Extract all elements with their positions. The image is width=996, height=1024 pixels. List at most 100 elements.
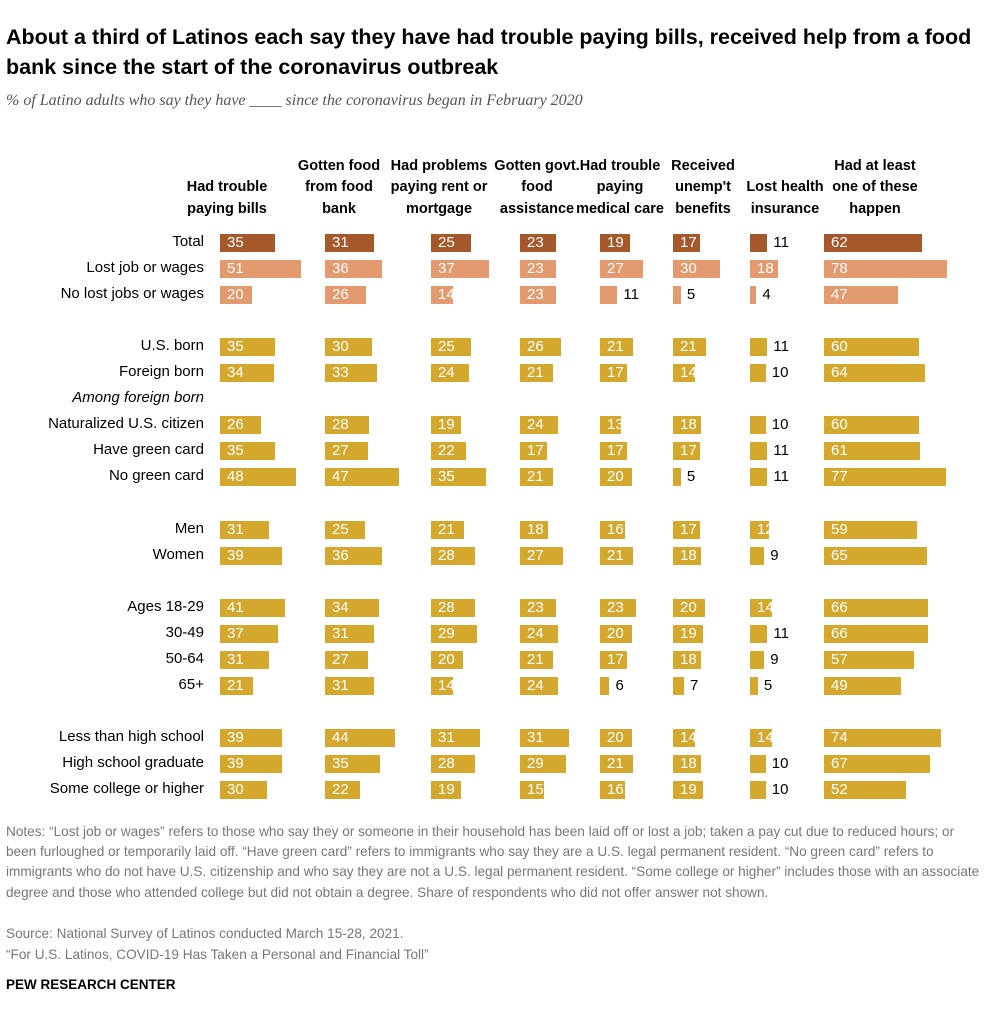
value-label: 52	[831, 781, 848, 799]
value-label: 11	[773, 234, 789, 251]
bar	[600, 598, 637, 617]
bar	[431, 286, 454, 305]
bar	[520, 676, 558, 695]
value-label: 31	[332, 676, 349, 694]
bar	[750, 624, 768, 643]
value-label: 62	[831, 234, 848, 251]
bar	[520, 598, 557, 617]
bar	[750, 676, 758, 695]
value-label: 66	[831, 624, 848, 642]
bar	[673, 650, 702, 669]
bar	[673, 755, 702, 773]
value-label: 60	[831, 338, 848, 356]
bar	[431, 338, 471, 357]
bar	[824, 338, 919, 357]
value-label: 29	[527, 755, 544, 772]
value-label: 60	[831, 416, 848, 434]
bar	[520, 260, 557, 279]
bar	[431, 676, 454, 695]
value-label: 33	[332, 364, 349, 382]
bar	[325, 676, 374, 695]
row-label: Have green card	[93, 441, 204, 459]
column-header: Lost health insurance	[746, 179, 824, 217]
bar	[325, 520, 365, 539]
bar	[824, 546, 927, 565]
value-label: 20	[607, 728, 624, 746]
bar	[824, 624, 929, 643]
column-header: Had problems paying rent or mortgage	[390, 157, 488, 217]
value-label: 19	[680, 781, 697, 799]
bar	[673, 234, 700, 252]
value-label: 28	[438, 755, 455, 772]
value-label: 15	[527, 781, 544, 799]
bar	[431, 650, 463, 669]
bar	[673, 260, 721, 279]
bar	[600, 468, 632, 487]
value-label: 39	[227, 728, 244, 746]
value-label: 66	[831, 598, 848, 616]
bar	[325, 650, 368, 669]
bar	[750, 728, 773, 747]
column-header: Had trouble paying medical care	[576, 157, 664, 217]
value-label: 23	[527, 598, 544, 616]
bar	[325, 234, 374, 252]
bar	[520, 234, 557, 252]
bar	[750, 468, 768, 487]
row-label: Foreign born	[118, 363, 204, 381]
value-label: 61	[831, 442, 848, 460]
bar	[431, 728, 480, 747]
value-label: 6	[615, 676, 624, 694]
bar	[220, 546, 282, 565]
value-label: 20	[438, 650, 455, 668]
row-label: Ages 18-29	[127, 597, 204, 615]
row-label: 50-64	[165, 649, 204, 667]
column-header: Had trouble paying bills	[186, 179, 268, 217]
bar	[824, 781, 907, 800]
bar	[600, 442, 627, 461]
value-label: 22	[332, 781, 349, 799]
bar	[824, 676, 902, 695]
chart-title: About a third of Latinos each say they h…	[6, 25, 972, 79]
value-label: 20	[607, 624, 624, 642]
value-label: 10	[771, 364, 789, 382]
row-label: 30-49	[165, 623, 204, 641]
bar	[824, 442, 921, 461]
bar	[824, 650, 915, 669]
bar	[431, 364, 469, 383]
value-label: 21	[527, 650, 544, 668]
value-label: 13	[607, 416, 624, 434]
bar	[520, 520, 549, 539]
bar	[673, 416, 702, 435]
bar	[520, 442, 547, 461]
bar	[824, 468, 946, 487]
bar	[750, 520, 769, 539]
value-label: 27	[332, 650, 349, 668]
bar	[431, 598, 476, 617]
bar	[325, 546, 382, 565]
bar	[220, 286, 252, 305]
value-label: 17	[607, 364, 624, 382]
value-label: 28	[438, 598, 455, 616]
bar	[673, 781, 704, 800]
value-label: 21	[607, 755, 624, 772]
value-label: 11	[623, 286, 639, 304]
value-label: 30	[332, 338, 349, 356]
bar	[431, 546, 476, 565]
bar	[220, 416, 262, 435]
bar	[520, 546, 563, 565]
bar	[750, 338, 768, 357]
bar	[750, 442, 768, 461]
bar	[824, 520, 918, 539]
bar	[431, 442, 466, 461]
bar	[824, 728, 941, 747]
value-label: 25	[438, 234, 455, 251]
value-label: 11	[773, 338, 789, 356]
bar	[431, 624, 477, 643]
bar	[325, 781, 360, 800]
value-label: 18	[527, 520, 544, 538]
value-label: 77	[831, 468, 848, 486]
value-label: 21	[438, 520, 455, 538]
bar	[750, 260, 779, 279]
row-label: Among foreign born	[72, 389, 204, 407]
value-label: 74	[831, 728, 848, 746]
